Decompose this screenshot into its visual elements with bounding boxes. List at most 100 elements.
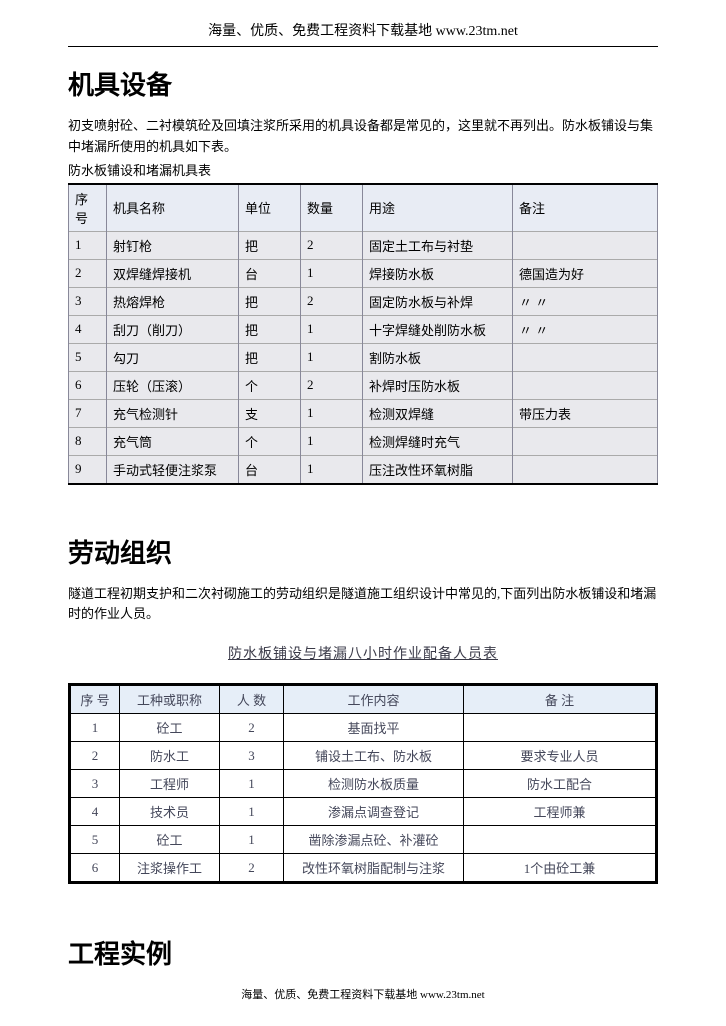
table-cell: 1 [301, 315, 363, 343]
section1-heading: 机具设备 [68, 65, 658, 102]
table-cell: 勾刀 [107, 343, 239, 371]
col-header: 备注 [513, 184, 658, 232]
table-row: 2防水工3铺设土工布、防水板要求专业人员 [70, 742, 657, 770]
table-cell: 手动式轻便注浆泵 [107, 455, 239, 484]
table-cell: 压注改性环氧树脂 [363, 455, 513, 484]
table-row: 3工程师1检测防水板质量防水工配合 [70, 770, 657, 798]
table-row: 6压轮（压滚）个2补焊时压防水板 [69, 371, 658, 399]
table-cell [513, 427, 658, 455]
table-cell: 2 [301, 231, 363, 259]
table-cell: 固定土工布与衬垫 [363, 231, 513, 259]
table-cell: 3 [220, 742, 284, 770]
section3-heading: 工程实例 [68, 934, 658, 971]
table-cell: 把 [239, 287, 301, 315]
col-header: 单位 [239, 184, 301, 232]
table-cell: 德国造为好 [513, 259, 658, 287]
table-cell: 把 [239, 231, 301, 259]
section2-paragraph: 隧道工程初期支护和二次衬砌施工的劳动组织是隧道施工组织设计中常见的,下面列出防水… [68, 584, 658, 626]
col-header: 数量 [301, 184, 363, 232]
table-row: 6注浆操作工2改性环氧树脂配制与注浆1个由砼工兼 [70, 854, 657, 883]
table-cell: 7 [69, 399, 107, 427]
col-header: 用途 [363, 184, 513, 232]
table-cell: 焊接防水板 [363, 259, 513, 287]
table-cell: 把 [239, 343, 301, 371]
table-cell: 充气筒 [107, 427, 239, 455]
table-cell [513, 343, 658, 371]
table-cell: 9 [69, 455, 107, 484]
table-header-row: 序号 机具名称 单位 数量 用途 备注 [69, 184, 658, 232]
table-cell: 6 [70, 854, 120, 883]
table-cell [464, 714, 657, 742]
table-cell: 把 [239, 315, 301, 343]
table-cell: 工程师 [120, 770, 220, 798]
table-row: 3热熔焊枪把2固定防水板与补焊〃 〃 [69, 287, 658, 315]
table-cell: 5 [69, 343, 107, 371]
table-cell: 1 [220, 798, 284, 826]
col-header: 工种或职称 [120, 685, 220, 714]
col-header: 人 数 [220, 685, 284, 714]
table-row: 1砼工2基面找平 [70, 714, 657, 742]
table-cell: 台 [239, 455, 301, 484]
table-cell: 1 [301, 343, 363, 371]
table-cell: 固定防水板与补焊 [363, 287, 513, 315]
table-cell: 1 [301, 399, 363, 427]
table-cell: 1 [301, 427, 363, 455]
table-cell: 压轮（压滚） [107, 371, 239, 399]
section2-table-title: 防水板铺设与堵漏八小时作业配备人员表 [68, 643, 658, 663]
table-cell: 检测双焊缝 [363, 399, 513, 427]
table-row: 4技术员1渗漏点调查登记工程师兼 [70, 798, 657, 826]
col-header: 序号 [69, 184, 107, 232]
table-cell: 8 [69, 427, 107, 455]
table-cell [513, 455, 658, 484]
table-cell: 十字焊缝处削防水板 [363, 315, 513, 343]
table-cell: 〃 〃 [513, 287, 658, 315]
section1-paragraph: 初支喷射砼、二衬模筑砼及回填注浆所采用的机具设备都是常见的，这里就不再列出。防水… [68, 116, 658, 158]
table-cell: 基面找平 [284, 714, 464, 742]
table-row: 2双焊缝焊接机台1焊接防水板德国造为好 [69, 259, 658, 287]
table-cell: 技术员 [120, 798, 220, 826]
table-cell: 6 [69, 371, 107, 399]
table-cell: 凿除渗漏点砼、补灌砼 [284, 826, 464, 854]
table-cell [513, 231, 658, 259]
table-cell: 渗漏点调查登记 [284, 798, 464, 826]
col-header: 序 号 [70, 685, 120, 714]
col-header: 机具名称 [107, 184, 239, 232]
table-cell: 个 [239, 371, 301, 399]
table-row: 9手动式轻便注浆泵台1压注改性环氧树脂 [69, 455, 658, 484]
table-cell: 4 [70, 798, 120, 826]
table-cell: 射钉枪 [107, 231, 239, 259]
table-cell: 2 [220, 854, 284, 883]
table-cell: 砼工 [120, 714, 220, 742]
table-header-row: 序 号 工种或职称 人 数 工作内容 备 注 [70, 685, 657, 714]
table-cell: 1 [220, 826, 284, 854]
table-row: 5勾刀把1割防水板 [69, 343, 658, 371]
table-cell: 个 [239, 427, 301, 455]
table-row: 7充气检测针支1检测双焊缝带压力表 [69, 399, 658, 427]
table-cell: 台 [239, 259, 301, 287]
table-cell: 2 [301, 371, 363, 399]
table-cell: 割防水板 [363, 343, 513, 371]
table-cell: 1 [220, 770, 284, 798]
table-cell: 3 [69, 287, 107, 315]
table-cell: 防水工配合 [464, 770, 657, 798]
table-cell: 2 [220, 714, 284, 742]
table-cell: 改性环氧树脂配制与注浆 [284, 854, 464, 883]
table-cell: 防水工 [120, 742, 220, 770]
table-cell: 1个由砼工兼 [464, 854, 657, 883]
table-cell: 注浆操作工 [120, 854, 220, 883]
table-cell: 砼工 [120, 826, 220, 854]
table-cell: 带压力表 [513, 399, 658, 427]
table-cell: 4 [69, 315, 107, 343]
table-cell: 3 [70, 770, 120, 798]
table-cell: 〃 〃 [513, 315, 658, 343]
table-row: 8充气筒个1检测焊缝时充气 [69, 427, 658, 455]
table-cell: 双焊缝焊接机 [107, 259, 239, 287]
table-cell: 2 [69, 259, 107, 287]
col-header: 备 注 [464, 685, 657, 714]
table-cell: 铺设土工布、防水板 [284, 742, 464, 770]
table-cell: 刮刀（削刀） [107, 315, 239, 343]
table-row: 1射钉枪把2固定土工布与衬垫 [69, 231, 658, 259]
table-cell: 检测防水板质量 [284, 770, 464, 798]
table-cell: 检测焊缝时充气 [363, 427, 513, 455]
personnel-table: 序 号 工种或职称 人 数 工作内容 备 注 1砼工2基面找平2防水工3铺设土工… [68, 683, 658, 884]
